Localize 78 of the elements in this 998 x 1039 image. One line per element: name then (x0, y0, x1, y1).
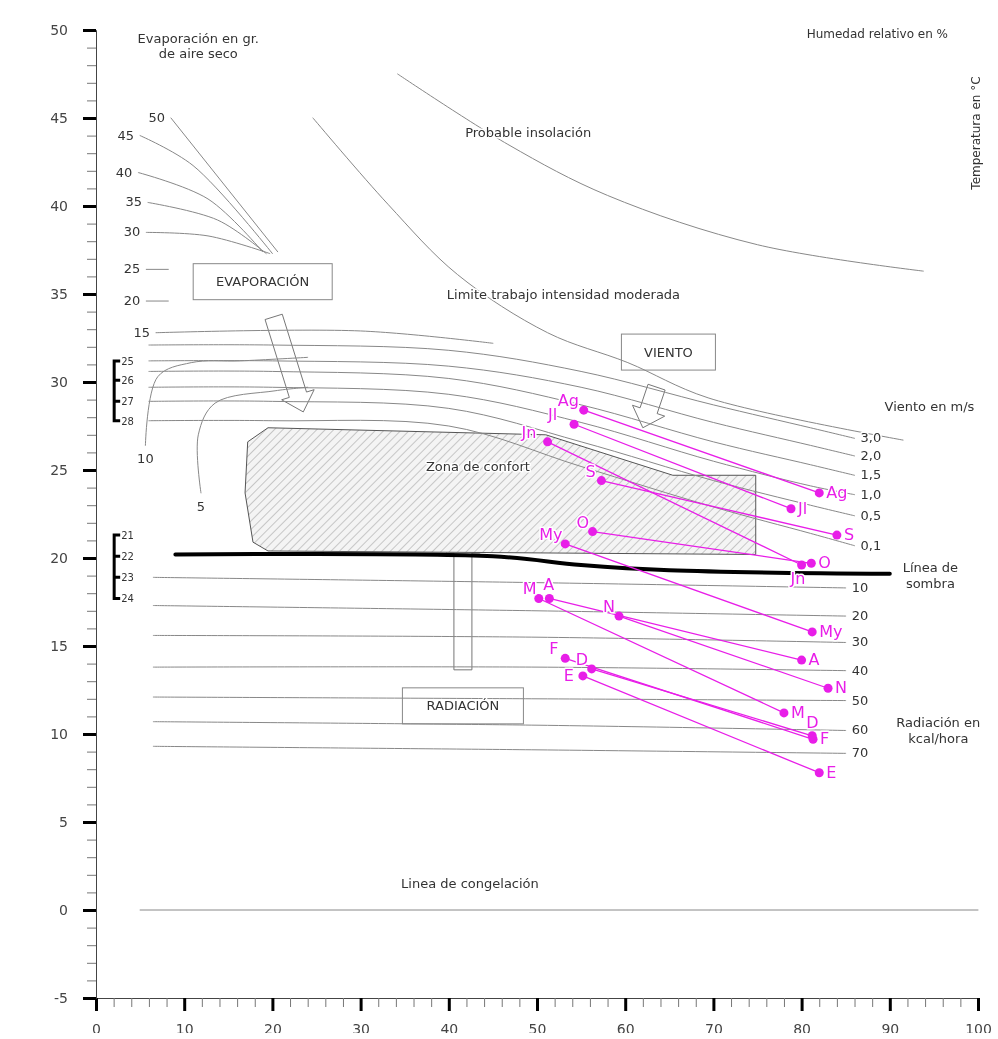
y-tick-label: 20 (50, 549, 68, 566)
series-label: A (543, 575, 555, 595)
y-tick-label: 0 (59, 901, 68, 918)
y-tick-label: 30 (50, 373, 68, 390)
annotation: Evaporación en gr. de aire seco (137, 30, 260, 62)
annotation: VIENTO (644, 344, 693, 360)
series-label: 30 (851, 634, 869, 650)
series-label: 10 (851, 579, 869, 595)
series-label: 25 (123, 261, 141, 277)
series-label: 20 (851, 608, 869, 624)
x-axis-title: Humedad relativo en % (806, 27, 948, 41)
text: S (843, 525, 855, 545)
series-label: 2,0 (860, 447, 882, 463)
series-label: 10 (137, 451, 154, 467)
series-label: O (576, 512, 590, 532)
series-label: Ag (557, 391, 579, 411)
series-label: 3,0 (860, 430, 882, 446)
annotation: 28 (121, 415, 134, 427)
annotation: Zona de confort (425, 459, 530, 475)
text: E (563, 665, 574, 685)
text: N (835, 678, 848, 698)
series-label: 5 (196, 498, 206, 514)
series-label: 1,5 (860, 467, 882, 483)
series-label: 50 (851, 692, 869, 708)
y-tick-label: -5 (54, 989, 68, 1006)
series-label: F (549, 639, 559, 659)
series-label: 60 (851, 722, 869, 738)
annotation: 26 (121, 375, 134, 387)
series-label: M (522, 579, 537, 599)
series-label: 35 (125, 194, 143, 210)
annotation: Limite trabajo intensidad moderada (446, 286, 681, 302)
y-axis-title: Temperatura en °C (969, 76, 983, 191)
series-label: 15 (133, 324, 150, 340)
series-label: E (826, 762, 837, 782)
series-label: 20 (123, 293, 141, 309)
annotation: Viento en m/s (884, 399, 975, 415)
annotation: 21 (121, 530, 134, 542)
series-label: Jl (797, 498, 808, 518)
annotation: RADIACIÓN (426, 698, 500, 714)
annotation: EVAPORACIÓN (216, 274, 310, 290)
series-label: 0,1 (860, 537, 882, 553)
series-label: 40 (115, 164, 133, 180)
annotation: 24 (121, 593, 134, 605)
y-tick-label: 35 (50, 285, 68, 302)
annotation: 27 (121, 396, 134, 408)
annotation: Radiación en kcal/hora (896, 715, 981, 746)
y-tick-label: 45 (50, 109, 68, 126)
series-label: 45 (117, 127, 135, 143)
annotation: Línea de sombra (902, 560, 959, 591)
y-tick-label: 50 (50, 21, 68, 38)
annotation: 25 (121, 355, 134, 367)
series-label: Jn (789, 569, 806, 589)
series-label: S (585, 461, 596, 481)
series-label: 70 (851, 745, 869, 761)
y-tick-label: 15 (50, 637, 68, 654)
series-label: N (603, 597, 615, 617)
series-label: My (539, 524, 563, 544)
y-tick-label: 5 (59, 813, 68, 830)
series-label: 50 (148, 110, 165, 125)
y-tick-label: 25 (50, 461, 68, 478)
y-tick-label: 40 (50, 197, 68, 214)
text: F (820, 729, 830, 749)
annotation: Linea de congelación (401, 876, 539, 892)
text: Ag (826, 482, 848, 502)
text: D (806, 712, 819, 732)
annotation: 23 (121, 572, 134, 584)
annotation: Probable insolación (465, 124, 592, 140)
text: M (790, 702, 805, 722)
y-tick-label: 10 (50, 725, 68, 742)
annotation: 22 (121, 551, 134, 563)
text: My (819, 621, 843, 641)
series-label: 40 (851, 662, 869, 678)
text: A (808, 650, 820, 670)
text: Jl (548, 405, 558, 425)
series-label: 1,0 (860, 486, 882, 502)
series-label: 0,5 (860, 507, 882, 523)
series-label: 30 (123, 224, 141, 240)
text: O (818, 553, 831, 573)
